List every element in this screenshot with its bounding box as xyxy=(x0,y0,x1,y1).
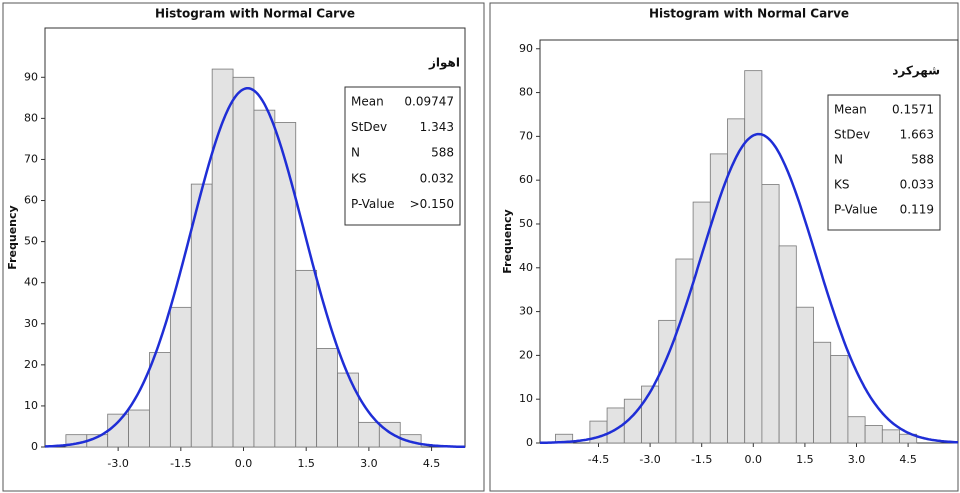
stat-label: N xyxy=(834,153,843,167)
bar xyxy=(899,433,918,444)
bar xyxy=(641,385,660,444)
x-tick-label: -4.5 xyxy=(588,453,609,466)
bar xyxy=(253,109,276,448)
stat-value: 1.343 xyxy=(420,120,454,134)
bar xyxy=(795,306,814,444)
stat-value: 1.663 xyxy=(900,128,934,142)
bar xyxy=(675,258,694,444)
x-tick-label: 1.5 xyxy=(297,457,315,470)
stat-label: N xyxy=(351,146,360,160)
y-tick-label: 70 xyxy=(519,129,533,142)
chart-title: Histogram with Normal Carve xyxy=(155,7,355,21)
y-tick-label: 10 xyxy=(24,399,38,412)
bar xyxy=(847,416,866,444)
stat-label: KS xyxy=(834,178,850,192)
y-tick-label: 10 xyxy=(519,392,533,405)
bar xyxy=(295,269,318,448)
x-tick-label: -3.0 xyxy=(107,457,128,470)
x-tick-label: 0.0 xyxy=(745,453,763,466)
bar xyxy=(744,70,763,444)
stats-box xyxy=(344,86,461,226)
y-tick-label: 40 xyxy=(519,261,533,274)
x-tick-label: 3.0 xyxy=(848,453,866,466)
y-axis-label: Frequency xyxy=(501,209,514,273)
bar xyxy=(864,425,883,444)
stat-value: >0.150 xyxy=(410,197,454,211)
bar xyxy=(211,68,234,448)
y-tick-label: 30 xyxy=(519,305,533,318)
bar xyxy=(232,76,255,448)
stat-value: 0.1571 xyxy=(892,103,934,117)
y-tick-label: 90 xyxy=(519,42,533,55)
y-tick-label: 20 xyxy=(519,348,533,361)
stat-value: 0.033 xyxy=(900,178,934,192)
x-tick-label: 4.5 xyxy=(899,453,917,466)
x-tick-label: -1.5 xyxy=(170,457,191,470)
bar xyxy=(169,306,192,448)
stat-value: 0.09747 xyxy=(404,95,454,109)
stat-label: Mean xyxy=(351,95,384,109)
bar xyxy=(778,245,797,444)
series-label: شهرکرد xyxy=(892,64,940,78)
bar xyxy=(274,122,297,448)
y-tick-label: 60 xyxy=(519,173,533,186)
x-tick-label: -1.5 xyxy=(691,453,712,466)
y-tick-label: 90 xyxy=(24,70,38,83)
stat-value: 588 xyxy=(911,153,934,167)
stats-box xyxy=(827,94,941,231)
x-tick-label: 4.5 xyxy=(423,457,441,470)
stat-label: StDev xyxy=(834,128,870,142)
y-axis-label: Frequency xyxy=(6,205,19,269)
bar xyxy=(761,184,780,444)
y-tick-label: 40 xyxy=(24,276,38,289)
y-tick-label: 20 xyxy=(24,358,38,371)
bar xyxy=(149,352,171,448)
x-tick-label: -3.0 xyxy=(639,453,660,466)
x-tick-label: 1.5 xyxy=(796,453,814,466)
x-tick-label: 0.0 xyxy=(235,457,253,470)
bar xyxy=(358,421,380,448)
y-tick-label: 0 xyxy=(31,440,38,453)
bar xyxy=(316,348,338,448)
stat-value: 0.032 xyxy=(420,171,454,185)
panel-border xyxy=(2,2,485,492)
stat-label: P-Value xyxy=(351,197,395,211)
bar xyxy=(813,341,832,444)
bar xyxy=(881,429,900,444)
y-tick-label: 0 xyxy=(526,436,533,449)
normal-curve xyxy=(540,132,959,445)
y-tick-label: 70 xyxy=(24,152,38,165)
stat-label: KS xyxy=(351,171,367,185)
stat-label: P-Value xyxy=(834,203,878,217)
stat-value: 588 xyxy=(431,146,454,160)
y-tick-label: 80 xyxy=(519,86,533,99)
stat-label: StDev xyxy=(351,120,387,134)
bar xyxy=(128,409,150,448)
bar xyxy=(337,372,359,448)
y-tick-label: 50 xyxy=(24,235,38,248)
y-tick-label: 60 xyxy=(24,194,38,207)
bar xyxy=(107,413,129,448)
normal-curve xyxy=(44,87,465,449)
bar xyxy=(190,183,213,448)
series-label: اهواز xyxy=(428,56,460,71)
bar xyxy=(830,354,849,444)
stat-value: 0.119 xyxy=(900,203,934,217)
stat-label: Mean xyxy=(834,103,867,117)
x-tick-label: 3.0 xyxy=(360,457,378,470)
y-tick-label: 80 xyxy=(24,111,38,124)
y-tick-label: 50 xyxy=(519,217,533,230)
y-tick-label: 30 xyxy=(24,317,38,330)
chart-title: Histogram with Normal Carve xyxy=(649,7,849,21)
